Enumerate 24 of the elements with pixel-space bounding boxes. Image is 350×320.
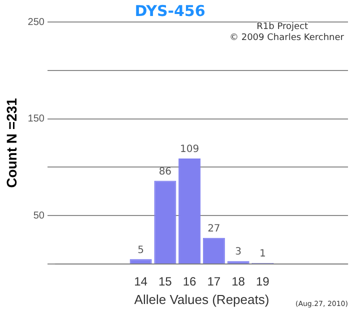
data-label: 3 xyxy=(235,246,242,258)
data-label: 27 xyxy=(208,223,220,234)
annotation: © 2009 Charles Kerchner xyxy=(229,33,344,43)
y-tick-label: 250 xyxy=(28,16,45,28)
x-tick-label: 18 xyxy=(232,274,246,289)
x-tick-label: 19 xyxy=(256,274,270,289)
annotation: R1b Project xyxy=(256,22,308,32)
y-tick-label: 50 xyxy=(33,210,45,222)
bar xyxy=(202,238,225,264)
x-tick-label: 16 xyxy=(182,274,197,289)
data-label: 86 xyxy=(158,166,172,178)
x-tick-label: 17 xyxy=(207,274,221,289)
y-tick-label: 150 xyxy=(28,114,45,125)
chart-title: DYS-456 xyxy=(134,2,206,20)
x-tick-label: 15 xyxy=(158,274,172,289)
data-label: 5 xyxy=(138,244,144,256)
data-label: 1 xyxy=(259,248,266,260)
bar xyxy=(154,180,176,264)
bar xyxy=(178,158,201,264)
x-tick-label: 14 xyxy=(134,274,148,289)
bar xyxy=(130,259,152,264)
data-label: 109 xyxy=(180,144,200,156)
y-axis-title: Count N =231 xyxy=(3,98,20,188)
x-axis-title: Allele Values (Repeats) xyxy=(134,292,270,307)
